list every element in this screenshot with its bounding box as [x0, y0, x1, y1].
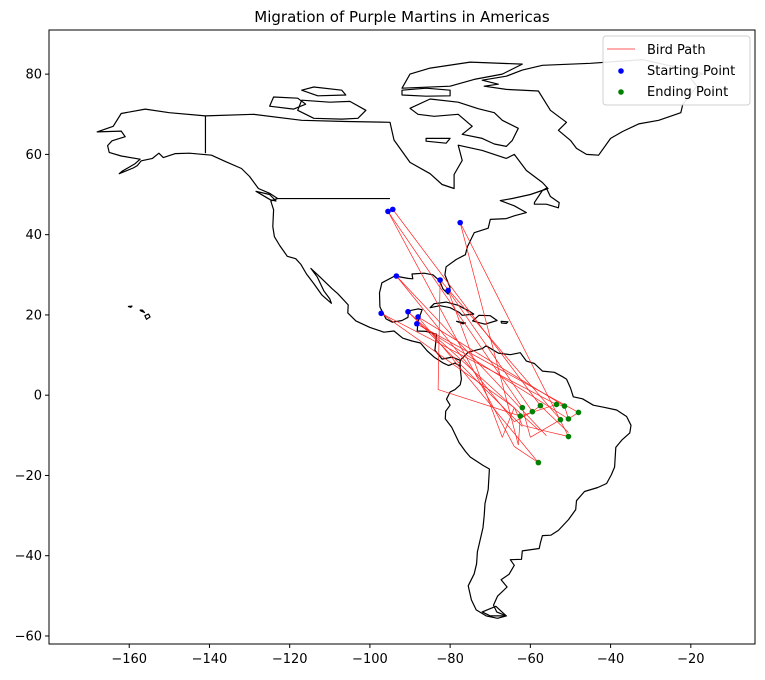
starting-point-marker: [437, 277, 443, 283]
x-axis-ticks: −160 −140 −120 −100 −80 −60 −40 −20: [111, 644, 705, 667]
y-tick-label: −20: [15, 469, 42, 484]
land-outline: [255, 190, 277, 202]
land-outline: [425, 137, 451, 144]
bird-path-segment: [417, 316, 539, 463]
legend: Bird Path Starting Point Ending Point: [602, 35, 751, 106]
starting-point-marker: [389, 206, 396, 213]
bird-path-segment: [437, 280, 441, 390]
bird-path-segment: [380, 313, 515, 408]
bird-path-segment: [392, 209, 541, 406]
land-outline: [401, 61, 523, 89]
ending-points: [517, 401, 582, 466]
ending-point-marker: [529, 408, 536, 415]
bird-path-segment: [380, 313, 557, 405]
land-outline: [472, 314, 498, 325]
land-outline: [297, 99, 367, 120]
ending-point-marker: [553, 401, 560, 408]
bird-path-segment: [459, 222, 569, 437]
x-tick-label: −160: [111, 652, 147, 667]
bird-path-segment: [520, 404, 557, 417]
bird-path-lines: [380, 209, 579, 463]
starting-point-marker: [414, 320, 420, 327]
ending-point-marker: [575, 409, 582, 416]
starting-point-marker: [393, 273, 400, 279]
legend-end-marker: [618, 89, 624, 95]
bird-path-segment: [522, 407, 531, 438]
starting-point-marker: [445, 287, 451, 294]
y-axis-ticks: −60 −40 −20 0 20 40 60 80: [15, 68, 49, 644]
bird-path-segment: [514, 411, 533, 422]
legend-label-starting-point: Starting Point: [647, 64, 735, 79]
ending-point-marker: [557, 416, 564, 423]
bird-path-segment: [416, 323, 569, 420]
bird-path-segment: [540, 405, 569, 433]
y-tick-label: 80: [25, 68, 42, 83]
bird-path-segment: [546, 430, 569, 437]
land-outline: [481, 605, 507, 617]
starting-point-marker: [405, 308, 411, 315]
y-tick-label: −40: [15, 549, 42, 564]
legend-start-marker: [618, 68, 624, 74]
y-tick-label: 40: [25, 228, 42, 243]
bird-path-segment: [517, 416, 521, 445]
legend-box: [602, 35, 751, 106]
bird-path-segment: [514, 446, 539, 463]
land-outline: [144, 313, 151, 320]
land-outline: [409, 98, 519, 147]
bird-path-segment: [447, 290, 533, 412]
land-outline: [269, 96, 307, 110]
x-tick-label: −140: [192, 652, 228, 667]
ending-point-marker: [517, 413, 524, 419]
starting-point-marker: [378, 310, 384, 317]
starting-point-marker: [385, 208, 391, 215]
bird-path-segment: [437, 389, 521, 417]
land-outline: [96, 108, 549, 367]
land-outline: [127, 305, 133, 308]
x-tick-label: −40: [597, 652, 624, 667]
x-tick-label: −20: [677, 652, 704, 667]
y-tick-label: 20: [25, 308, 42, 323]
ending-point-marker: [565, 433, 572, 440]
land-outlines: [96, 59, 704, 619]
land-outline: [139, 309, 146, 314]
y-tick-label: 60: [25, 148, 42, 163]
bird-path-segment: [459, 222, 519, 446]
land-outline: [444, 345, 632, 619]
ending-point-marker: [561, 403, 568, 409]
starting-points: [378, 206, 463, 327]
ending-point-marker: [535, 459, 542, 466]
bird-path-segment: [407, 311, 523, 427]
starting-point-marker: [415, 314, 421, 320]
bird-path-segment: [396, 275, 515, 422]
x-tick-label: −100: [352, 652, 388, 667]
bird-path-segment: [416, 323, 579, 413]
land-outline: [301, 86, 347, 97]
legend-label-ending-point: Ending Point: [647, 85, 728, 100]
chart-title: Migration of Purple Martins in Americas: [254, 8, 550, 26]
x-tick-label: −60: [517, 652, 544, 667]
bird-path-segment: [530, 419, 561, 438]
starting-point-marker: [457, 219, 463, 226]
x-tick-label: −120: [272, 652, 308, 667]
land-outline: [401, 87, 451, 97]
land-outline: [429, 301, 475, 316]
land-outline: [533, 187, 560, 209]
ending-point-marker: [537, 402, 544, 409]
bird-path-segment: [447, 290, 503, 438]
x-tick-label: −80: [436, 652, 463, 667]
ending-point-marker: [565, 416, 572, 422]
ending-point-marker: [519, 404, 526, 411]
land-outline: [500, 320, 509, 324]
land-outline: [481, 59, 704, 156]
bird-path-segment: [501, 407, 515, 438]
y-tick-label: −60: [15, 629, 42, 644]
legend-label-bird-path: Bird Path: [647, 43, 706, 58]
y-tick-label: 0: [34, 389, 42, 404]
